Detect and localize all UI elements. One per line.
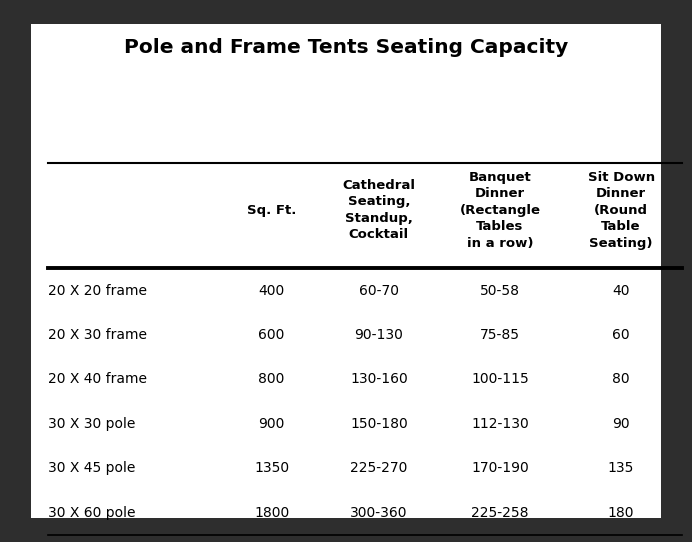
Text: 300-360: 300-360: [350, 506, 408, 520]
Text: Pole and Frame Tents Seating Capacity: Pole and Frame Tents Seating Capacity: [124, 38, 568, 57]
Text: 100-115: 100-115: [471, 372, 529, 386]
Text: 180: 180: [608, 506, 635, 520]
Text: 1350: 1350: [254, 461, 289, 475]
Text: 30 X 60 pole: 30 X 60 pole: [48, 506, 136, 520]
Text: 225-270: 225-270: [350, 461, 408, 475]
Text: 135: 135: [608, 461, 635, 475]
Text: 60-70: 60-70: [359, 283, 399, 298]
Text: 800: 800: [258, 372, 285, 386]
Text: 225-258: 225-258: [471, 506, 529, 520]
Text: 50-58: 50-58: [480, 283, 520, 298]
Text: Sit Down
Dinner
(Round
Table
Seating): Sit Down Dinner (Round Table Seating): [588, 171, 655, 249]
Text: 130-160: 130-160: [350, 372, 408, 386]
Text: 90-130: 90-130: [354, 328, 403, 342]
Text: Cathedral
Seating,
Standup,
Cocktail: Cathedral Seating, Standup, Cocktail: [343, 179, 415, 241]
Text: 80: 80: [612, 372, 630, 386]
Text: Banquet
Dinner
(Rectangle
Tables
in a row): Banquet Dinner (Rectangle Tables in a ro…: [459, 171, 540, 249]
Text: 60: 60: [612, 328, 630, 342]
Text: 170-190: 170-190: [471, 461, 529, 475]
Text: 1800: 1800: [254, 506, 289, 520]
Text: 40: 40: [612, 283, 630, 298]
Text: 20 X 40 frame: 20 X 40 frame: [48, 372, 147, 386]
Text: 30 X 45 pole: 30 X 45 pole: [48, 461, 136, 475]
Text: 900: 900: [258, 417, 285, 431]
Text: 600: 600: [258, 328, 285, 342]
Text: 30 X 30 pole: 30 X 30 pole: [48, 417, 136, 431]
Text: 20 X 30 frame: 20 X 30 frame: [48, 328, 147, 342]
Text: 90: 90: [612, 417, 630, 431]
Text: 20 X 20 frame: 20 X 20 frame: [48, 283, 147, 298]
Text: Sq. Ft.: Sq. Ft.: [247, 204, 296, 216]
Text: 112-130: 112-130: [471, 417, 529, 431]
Text: 75-85: 75-85: [480, 328, 520, 342]
Text: 400: 400: [259, 283, 284, 298]
Text: 150-180: 150-180: [350, 417, 408, 431]
